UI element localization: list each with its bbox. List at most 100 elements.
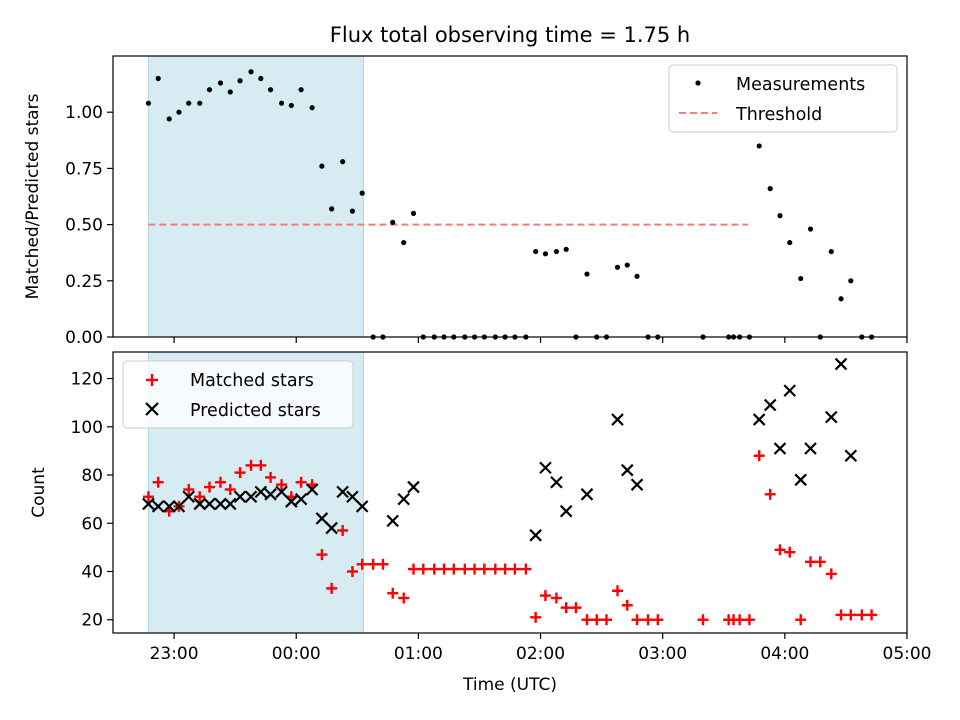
matched-star-point (428, 563, 440, 575)
legend-measurements-label: Measurements (736, 75, 865, 95)
measurement-point (533, 248, 539, 255)
matched-star-point (255, 459, 267, 471)
matched-star-point (697, 614, 709, 626)
matched-star-point (234, 467, 246, 479)
top-y-tick-label: 0.00 (65, 328, 103, 348)
measurement-point (329, 206, 335, 212)
matched-star-point (611, 585, 623, 597)
predicted-star-point (223, 497, 237, 511)
matched-star-point (530, 611, 542, 623)
matched-star-point (407, 563, 419, 575)
matched-star-point (845, 609, 857, 621)
predicted-star-point (151, 500, 165, 513)
predicted-star-point (162, 500, 176, 513)
bottom-x-tick-label: 03:00 (638, 644, 687, 664)
matched-star-point (469, 563, 481, 575)
measurement-point (848, 278, 854, 284)
predicted-star-point (783, 384, 797, 397)
matched-star-point (764, 488, 776, 500)
bottom-legend: Matched stars Predicted stars (122, 360, 354, 429)
matched-star-point (550, 592, 562, 604)
predicted-star-point (620, 463, 634, 477)
predicted-star-point (580, 488, 594, 501)
measurement-point (553, 248, 560, 255)
top-panel: 0.00 0.25 0.50 0.75 1.00 Matched/Predicted s… (23, 55, 908, 348)
matched-star-point (276, 479, 288, 491)
matched-star-point (652, 614, 664, 626)
bottom-y-tick-label: 40 (81, 562, 103, 582)
measurement-point (309, 105, 315, 111)
predicted-star-point (407, 480, 420, 494)
predicted-star-point (172, 500, 186, 513)
measurement-point (227, 89, 233, 95)
predicted-star-point (834, 357, 848, 371)
legend-measurements-marker (695, 80, 701, 86)
bottom-x-tick-label: 05:00 (883, 644, 932, 664)
measurement-point (186, 100, 192, 106)
measurement-point (401, 239, 407, 246)
bottom-y-tick-label: 100 (71, 418, 103, 438)
predicted-star-point (214, 497, 227, 511)
matched-star-point (642, 614, 654, 626)
measurement-point (584, 271, 590, 277)
predicted-star-point (305, 483, 319, 496)
measurement-point (634, 273, 640, 279)
predicted-star-point (264, 488, 277, 501)
predicted-star-point (844, 449, 858, 462)
measurement-point (410, 210, 417, 216)
predicted-star-point (325, 521, 338, 535)
measurement-point (267, 87, 274, 93)
predicted-star-point (182, 490, 196, 503)
bottom-y-ticks: 20 40 60 80 100 120 (71, 370, 113, 631)
legend-matched-marker (146, 374, 158, 386)
matched-star-point (417, 563, 429, 575)
predicted-stars-points (142, 357, 858, 542)
matched-star-point (398, 592, 410, 604)
measurement-point (787, 239, 793, 246)
matched-star-point (356, 558, 368, 570)
top-axes-frame (112, 55, 908, 338)
measurement-point (563, 246, 569, 252)
matched-star-point (621, 599, 633, 611)
matched-star-point (734, 614, 746, 626)
predicted-star-point (203, 497, 216, 511)
predicted-star-point (559, 504, 573, 518)
matched-star-point (856, 609, 868, 621)
top-legend: Measurements Threshold (668, 64, 898, 133)
measurement-points (145, 69, 875, 340)
measurement-point (237, 78, 243, 84)
predicted-star-point (773, 442, 787, 455)
predicted-star-point (193, 497, 207, 511)
x-axis-label: Time (UTC) (462, 675, 557, 695)
measurement-point (166, 116, 172, 122)
measurement-point (777, 213, 783, 219)
measurement-point (798, 275, 804, 282)
matched-star-point (377, 558, 389, 570)
bottom-x-tick-label: 01:00 (394, 644, 443, 664)
measurement-point (319, 163, 325, 169)
measurement-point (756, 143, 762, 149)
matched-star-point (601, 614, 613, 626)
matched-star-point (814, 556, 826, 568)
matched-star-point (152, 476, 164, 488)
matched-star-point (489, 563, 501, 575)
measurement-point (217, 80, 224, 86)
matched-star-point (387, 587, 399, 599)
predicted-star-point (804, 442, 817, 455)
matched-star-point (265, 471, 277, 483)
matched-star-point (581, 614, 593, 626)
matched-star-point (774, 544, 786, 556)
predicted-star-point (285, 495, 298, 508)
matched-star-point (591, 614, 603, 626)
matched-star-point (560, 602, 572, 614)
matched-star-point (825, 568, 837, 580)
measurement-point (359, 190, 365, 196)
matched-star-point (224, 483, 236, 495)
matched-star-point (631, 614, 643, 626)
legend-predicted-marker (145, 402, 159, 416)
matched-star-point (804, 556, 816, 568)
predicted-star-point (233, 490, 247, 503)
top-observing-window-shade (147, 55, 364, 338)
measurement-point (542, 251, 549, 257)
